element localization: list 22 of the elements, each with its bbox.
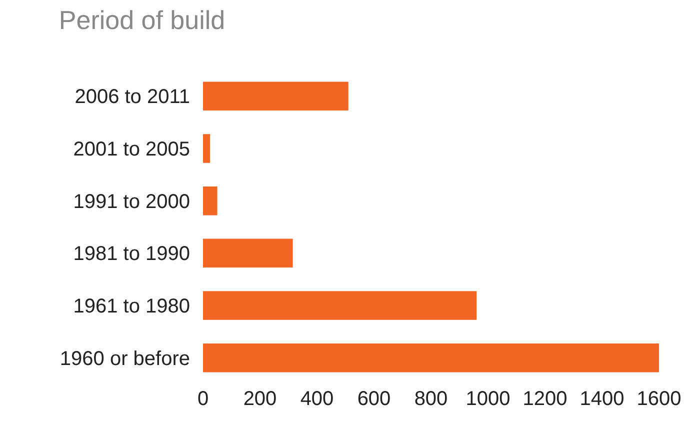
bar bbox=[203, 134, 210, 163]
bar bbox=[203, 238, 293, 268]
x-tick-label: 1200 bbox=[522, 388, 568, 410]
bar bbox=[203, 343, 659, 372]
bar bbox=[203, 291, 477, 320]
x-tick-label: 0 bbox=[197, 388, 209, 410]
y-tick-label: 1961 to 1980 bbox=[73, 296, 190, 318]
chart-title: Period of build bbox=[58, 5, 226, 35]
x-tick-label: 600 bbox=[357, 388, 391, 410]
x-tick-label: 200 bbox=[243, 388, 277, 410]
y-tick-label: 2001 to 2005 bbox=[73, 138, 190, 160]
x-tick-label: 1400 bbox=[580, 388, 624, 410]
x-tick-label: 400 bbox=[300, 388, 334, 410]
y-tick-label: 1960 or before bbox=[60, 348, 190, 370]
x-tick-label: 800 bbox=[414, 388, 448, 410]
y-tick-label: 1991 to 2000 bbox=[73, 190, 190, 213]
y-tick-label: 1981 to 1990 bbox=[73, 243, 190, 266]
bar bbox=[203, 82, 348, 111]
y-tick-label: 2006 to 2011 bbox=[74, 86, 190, 108]
x-tick-label: 1600 bbox=[636, 388, 682, 410]
x-tick-label: 1000 bbox=[466, 388, 510, 410]
bar bbox=[203, 186, 218, 216]
